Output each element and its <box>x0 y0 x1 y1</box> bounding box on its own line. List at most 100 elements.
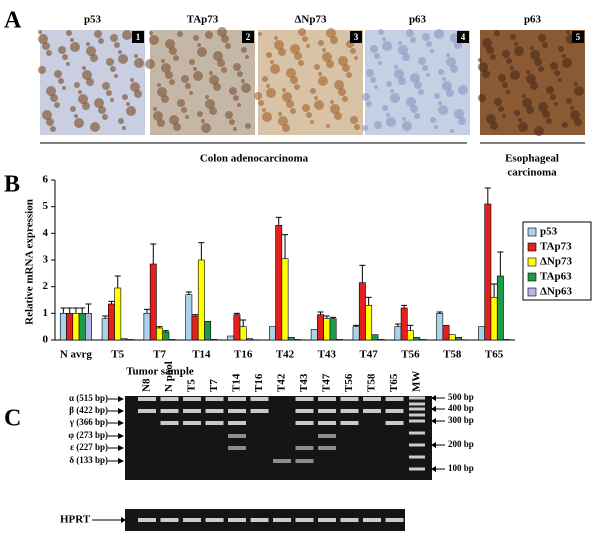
arrow-head <box>118 396 124 402</box>
lane-label: T65 <box>388 373 400 392</box>
texture <box>570 110 580 120</box>
bar <box>377 339 385 341</box>
texture <box>538 66 544 72</box>
texture <box>314 100 324 110</box>
texture <box>78 94 88 104</box>
gel-band <box>318 409 336 413</box>
texture <box>102 82 110 90</box>
control-band <box>250 518 269 522</box>
texture <box>366 69 374 77</box>
texture <box>169 115 179 125</box>
texture <box>506 90 510 94</box>
texture <box>225 111 233 119</box>
texture <box>478 94 486 102</box>
texture <box>165 71 173 79</box>
texture <box>157 83 161 87</box>
texture <box>157 87 167 97</box>
lane-label: T7 <box>208 379 220 392</box>
gel-band <box>228 421 246 425</box>
texture <box>366 101 372 107</box>
texture <box>486 46 494 54</box>
bar <box>114 287 122 341</box>
gel-band <box>385 421 404 425</box>
texture <box>326 28 336 38</box>
y-tick-label: 5 <box>43 200 49 212</box>
texture <box>574 82 578 86</box>
gel-band <box>205 397 224 401</box>
x-tick-label: T47 <box>359 349 378 361</box>
gel-band <box>318 446 336 450</box>
texture <box>193 35 199 41</box>
texture <box>518 122 528 132</box>
texture <box>414 81 422 89</box>
texture <box>205 31 213 39</box>
texture <box>306 112 312 118</box>
texture <box>169 79 175 85</box>
gel-band <box>160 421 179 425</box>
number-box <box>350 31 362 43</box>
lane-label: T42 <box>276 373 288 392</box>
legend-label: TAp73 <box>540 241 572 253</box>
texture <box>502 114 506 118</box>
texture <box>217 27 227 37</box>
image-label: ΔNp73 <box>295 14 327 26</box>
bar <box>358 282 366 341</box>
lane-label: N8 <box>141 378 153 392</box>
texture <box>438 69 444 75</box>
texture <box>522 98 532 108</box>
texture <box>153 107 157 111</box>
x-tick-label: N avrg <box>60 349 93 361</box>
bar <box>149 263 157 341</box>
bar <box>239 326 247 341</box>
lane-label: T14 <box>231 373 243 392</box>
texture <box>538 34 546 42</box>
texture <box>126 102 130 106</box>
gel-band <box>318 397 336 401</box>
texture <box>394 65 398 69</box>
arrow-head <box>431 442 436 448</box>
y-tick-label: 3 <box>43 254 49 266</box>
texture <box>78 90 82 94</box>
bar <box>490 297 498 341</box>
texture <box>318 72 322 76</box>
texture <box>514 42 518 46</box>
bar <box>108 303 115 341</box>
bar <box>329 318 337 341</box>
texture <box>562 58 572 68</box>
bar <box>120 338 128 341</box>
ladder-band <box>409 396 425 400</box>
texture <box>46 118 54 126</box>
texture <box>390 93 400 103</box>
texture <box>314 96 318 100</box>
texture <box>245 123 251 129</box>
arrow-head <box>431 395 436 401</box>
texture <box>118 50 122 54</box>
texture <box>70 42 80 52</box>
image-number: 2 <box>246 32 251 42</box>
texture <box>382 41 392 51</box>
bar <box>227 335 235 341</box>
bar <box>394 326 402 341</box>
texture <box>241 47 247 53</box>
texture <box>58 78 64 84</box>
control-band <box>340 518 359 522</box>
bar <box>294 339 301 341</box>
texture <box>177 99 185 107</box>
texture <box>282 124 290 132</box>
bar <box>210 339 218 341</box>
isoform-label: γ (366 bp) <box>69 417 108 427</box>
texture <box>566 30 570 34</box>
texture <box>110 98 114 102</box>
texture <box>322 48 326 52</box>
texture <box>426 73 430 77</box>
texture <box>134 90 142 98</box>
texture <box>173 123 181 131</box>
number-box <box>132 31 144 43</box>
x-tick-label: T14 <box>192 349 211 361</box>
texture <box>414 113 420 119</box>
lane-label: T56 <box>343 373 355 392</box>
gel-band <box>183 409 201 413</box>
texture <box>434 29 444 39</box>
texture <box>149 31 153 35</box>
